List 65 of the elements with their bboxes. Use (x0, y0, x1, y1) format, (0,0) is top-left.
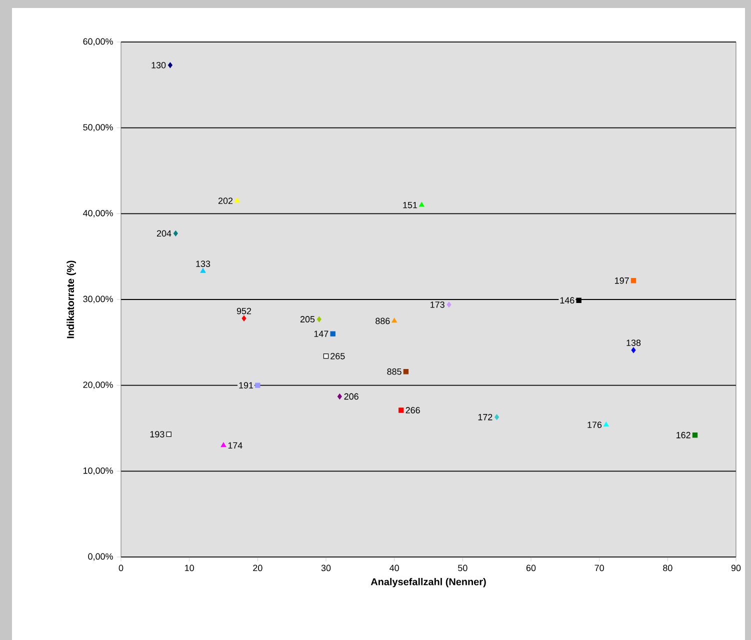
point (337, 394, 342, 400)
point (330, 331, 336, 336)
point (168, 62, 172, 68)
y-tick-label: 60,00% (83, 38, 113, 46)
x-tick-label: 90 (731, 564, 741, 572)
x-tick-label: 80 (663, 564, 672, 572)
series-label: 205 (300, 316, 315, 322)
series-label: 206 (344, 393, 358, 400)
y-axis-title: Indikatorrate (%) (66, 260, 76, 338)
series-label: 133 (196, 260, 210, 267)
point (323, 354, 329, 359)
series-label: 952 (236, 308, 252, 314)
y-tick-label: 40,00% (83, 210, 113, 218)
x-tick-label: 60 (526, 564, 536, 572)
series-label: 265 (330, 352, 345, 360)
point (494, 414, 500, 420)
point (234, 198, 240, 202)
series-label: 885 (387, 368, 402, 375)
series-label: 202 (218, 198, 233, 204)
x-axis-title: Analysefallzahl (Nenner) (370, 578, 486, 588)
x-tick-label: 10 (185, 564, 194, 572)
x-tick-label: 50 (458, 564, 468, 572)
series-label: 162 (676, 432, 690, 438)
point (392, 318, 398, 323)
point (398, 408, 404, 413)
series-label: 197 (615, 277, 629, 284)
series-label: 204 (156, 230, 172, 237)
y-tick-label: 0,00% (88, 553, 113, 561)
series-label: 886 (376, 318, 390, 324)
point (576, 298, 582, 303)
point (630, 278, 636, 284)
series-label: 138 (626, 340, 641, 346)
series-label: 193 (150, 431, 164, 438)
series-label: 191 (239, 382, 254, 389)
series-label: 147 (314, 330, 328, 337)
point (631, 347, 636, 354)
series-label: 146 (560, 297, 574, 304)
point (603, 422, 609, 427)
point (403, 369, 409, 374)
series-label: 174 (228, 442, 242, 448)
x-tick-label: 0 (118, 564, 124, 572)
point (692, 432, 698, 438)
series-label: 176 (588, 422, 602, 428)
point (446, 302, 452, 308)
series-label: 172 (478, 414, 492, 420)
x-tick-label: 40 (390, 564, 399, 572)
series-label: 130 (152, 62, 166, 68)
point (166, 432, 172, 437)
x-tick-label: 70 (594, 564, 604, 572)
point (316, 316, 322, 322)
y-tick-label: 50,00% (83, 124, 113, 132)
series-label: 151 (403, 202, 418, 208)
x-tick-label: 30 (321, 564, 331, 572)
x-tick-label: 20 (253, 564, 262, 572)
point (255, 382, 260, 388)
point (220, 442, 226, 448)
point (418, 202, 424, 207)
y-tick-label: 30,00% (83, 296, 113, 304)
point (200, 268, 206, 273)
point (173, 230, 178, 236)
series-label: 266 (406, 407, 420, 414)
y-tick-label: 10,00% (84, 467, 113, 475)
point (242, 315, 246, 322)
y-tick-label: 20,00% (83, 382, 113, 390)
series-label: 173 (430, 301, 444, 308)
